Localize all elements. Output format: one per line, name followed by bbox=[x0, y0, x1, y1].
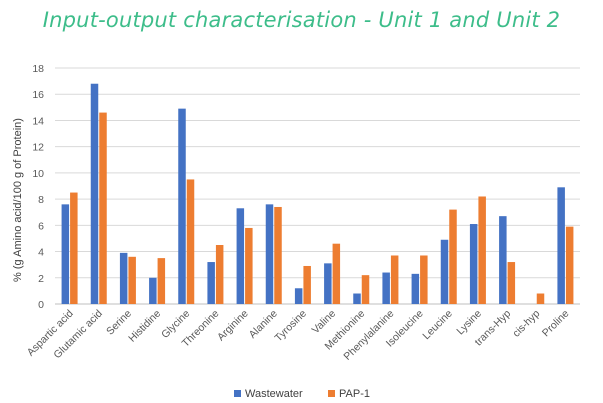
bar-wastewater-lysine bbox=[469, 224, 478, 304]
bar-wastewater-valine bbox=[324, 263, 332, 304]
bar-wastewater-glutamic-acid bbox=[90, 83, 99, 304]
bar-pap-1-glutamic-acid bbox=[99, 112, 107, 304]
bar-wastewater-threonine bbox=[207, 262, 215, 304]
bar-pap-1-aspartic-acid bbox=[70, 192, 78, 304]
bar-wastewater-glycine bbox=[178, 108, 186, 305]
bar-pap-1-tyrosine bbox=[303, 265, 311, 304]
y-tick-label: 8 bbox=[38, 194, 44, 206]
bar-wastewater-aspartic-acid bbox=[61, 204, 70, 304]
bar-pap-1-alanine bbox=[274, 206, 282, 304]
y-tick-label: 0 bbox=[38, 299, 44, 311]
bar-wastewater-histidine bbox=[149, 277, 157, 304]
bar-pap-1-cis-hyp bbox=[536, 293, 545, 304]
gridlines bbox=[55, 67, 580, 305]
bar-pap-1-serine bbox=[128, 256, 136, 304]
y-tick-label: 2 bbox=[38, 273, 44, 285]
bar-pap-1-glycine bbox=[186, 179, 195, 304]
legend-swatch bbox=[234, 390, 241, 397]
y-tick-label: 18 bbox=[32, 63, 44, 75]
bar-wastewater-phenylalanine bbox=[382, 272, 390, 304]
bar-wastewater-arginine bbox=[236, 208, 245, 304]
legend-swatch bbox=[328, 390, 335, 397]
bar-pap-1-leucine bbox=[449, 209, 457, 304]
bar-wastewater-leucine bbox=[440, 239, 449, 304]
bar-wastewater-alanine bbox=[265, 204, 274, 304]
x-tick-label: cis-hyp bbox=[510, 308, 542, 340]
bar-pap-1-arginine bbox=[245, 227, 253, 304]
legend-label: Wastewater bbox=[245, 388, 303, 400]
bar-pap-1-valine bbox=[332, 243, 341, 304]
y-axis-label: % (g Amino acid/100 g of Protein) bbox=[12, 118, 24, 282]
y-axis-ticks: 0 2 4 6 8 10 12 14 16 18 bbox=[32, 63, 44, 311]
bar-pap-1-isoleucine bbox=[420, 255, 428, 304]
bar-pap-1-lysine bbox=[478, 196, 486, 304]
bar-wastewater-tyrosine bbox=[294, 288, 303, 304]
y-tick-label: 10 bbox=[32, 168, 44, 180]
bar-pap-1-threonine bbox=[215, 245, 224, 304]
legend-label: PAP-1 bbox=[339, 388, 370, 400]
bar-wastewater-serine bbox=[119, 252, 128, 304]
x-tick-label: Tyrosine bbox=[272, 308, 309, 345]
legend: Wastewater PAP-1 bbox=[234, 388, 370, 400]
y-tick-label: 4 bbox=[38, 247, 44, 259]
bar-pap-1-histidine bbox=[157, 258, 166, 304]
y-tick-label: 14 bbox=[32, 115, 44, 127]
bar-pap-1-trans-hyp bbox=[507, 262, 516, 304]
chart-title: Input-output characterisation - Unit 1 a… bbox=[42, 8, 561, 32]
x-tick-label: Leucine bbox=[420, 308, 455, 343]
x-tick-label: Histidine bbox=[126, 308, 163, 345]
bar-wastewater-isoleucine bbox=[411, 273, 420, 304]
bar-wastewater-trans-hyp bbox=[499, 216, 507, 304]
bar-pap-1-phenylalanine bbox=[390, 255, 399, 304]
x-tick-label: Arginine bbox=[215, 308, 251, 344]
y-tick-label: 6 bbox=[38, 220, 44, 232]
bars bbox=[61, 83, 574, 305]
bar-pap-1-methionine bbox=[361, 275, 370, 304]
bar-pap-1-proline bbox=[565, 226, 574, 304]
y-tick-label: 16 bbox=[32, 89, 44, 101]
bar-wastewater-methionine bbox=[353, 293, 361, 304]
bar-wastewater-proline bbox=[557, 187, 565, 304]
y-tick-label: 12 bbox=[32, 142, 44, 154]
x-tick-label: Proline bbox=[540, 308, 572, 340]
